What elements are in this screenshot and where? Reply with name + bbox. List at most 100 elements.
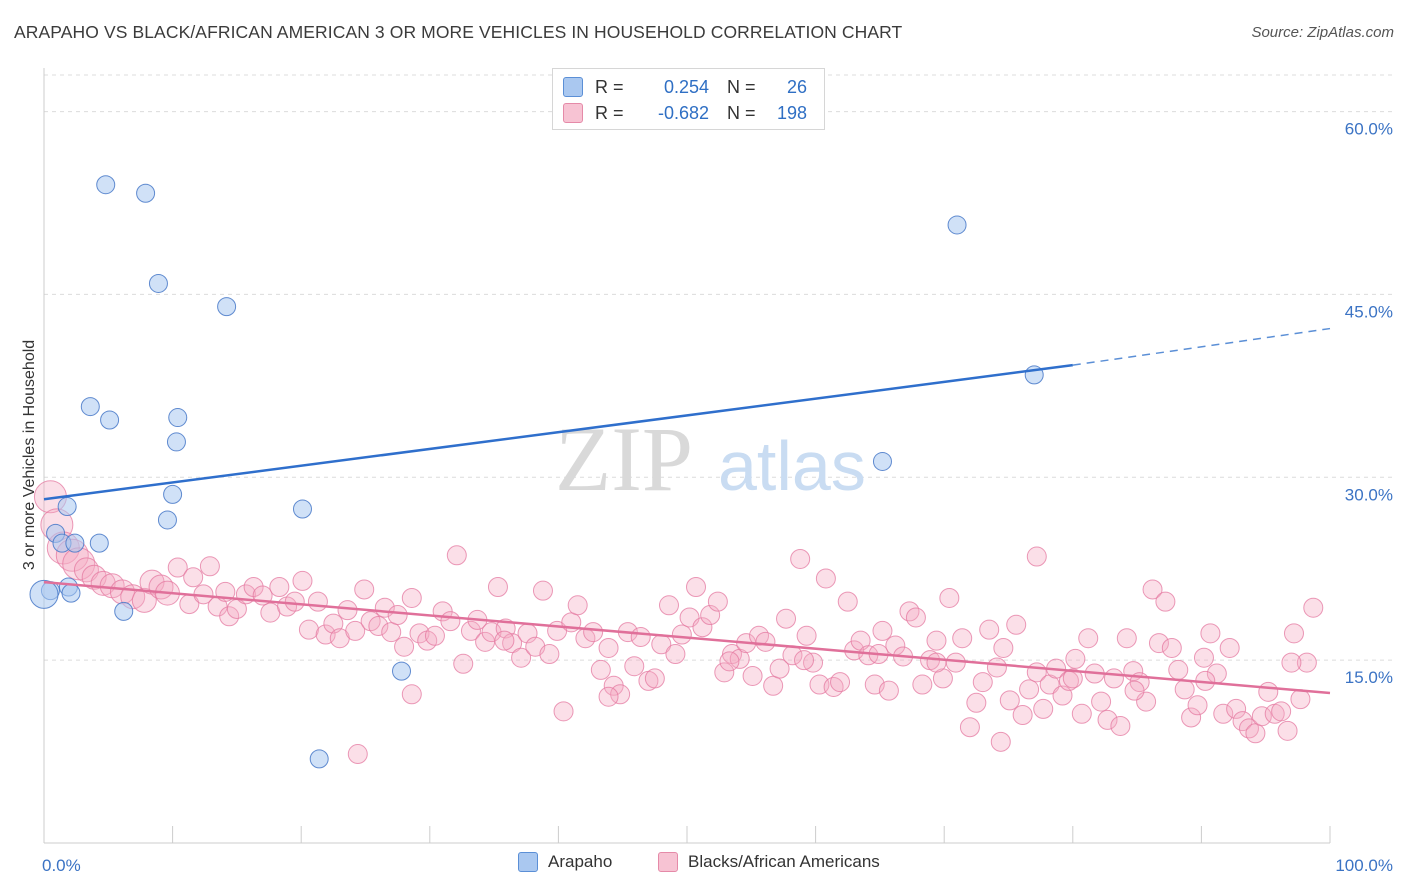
data-point-arapaho bbox=[217, 297, 237, 317]
data-point-blacks bbox=[1277, 720, 1298, 741]
data-point-blacks bbox=[598, 637, 619, 658]
data-point-blacks bbox=[1251, 706, 1272, 727]
data-point-blacks bbox=[742, 665, 763, 686]
data-point-blacks bbox=[1161, 637, 1182, 658]
data-point-blacks bbox=[183, 567, 204, 588]
data-point-blacks bbox=[830, 672, 851, 693]
data-point-blacks bbox=[671, 624, 692, 645]
r-label: R = bbox=[595, 102, 624, 123]
data-point-blacks bbox=[553, 701, 574, 722]
data-point-blacks bbox=[1065, 648, 1086, 669]
data-point-blacks bbox=[665, 644, 686, 665]
data-point-arapaho bbox=[61, 583, 81, 603]
data-point-blacks bbox=[1142, 579, 1163, 600]
data-point-blacks bbox=[1124, 680, 1145, 701]
data-point-arapaho bbox=[100, 410, 120, 430]
data-point-blacks bbox=[1303, 597, 1324, 618]
n-label: N = bbox=[727, 102, 756, 123]
data-point-blacks bbox=[990, 731, 1011, 752]
data-point-blacks bbox=[487, 577, 508, 597]
data-point-blacks bbox=[658, 595, 679, 616]
data-point-blacks bbox=[1245, 723, 1266, 744]
data-point-blacks bbox=[307, 591, 328, 612]
data-point-blacks bbox=[939, 587, 960, 608]
data-point-blacks bbox=[368, 616, 389, 637]
data-point-blacks bbox=[993, 637, 1014, 658]
data-point-blacks bbox=[905, 607, 926, 628]
source-label: Source: ZipAtlas.com bbox=[1251, 24, 1394, 41]
data-point-blacks bbox=[1226, 698, 1247, 719]
data-point-blacks bbox=[1258, 681, 1279, 702]
data-point-blacks bbox=[837, 591, 858, 612]
chart-title: ARAPAHO VS BLACK/AFRICAN AMERICAN 3 OR M… bbox=[14, 22, 903, 42]
data-point-arapaho bbox=[947, 215, 967, 235]
n-value: 26 bbox=[786, 76, 807, 97]
data-point-blacks bbox=[502, 633, 523, 654]
data-point-blacks bbox=[707, 591, 728, 612]
data-point-arapaho bbox=[157, 510, 177, 530]
watermark-atlas: atlas bbox=[718, 427, 866, 505]
series-blacks bbox=[33, 480, 1324, 765]
data-point-blacks bbox=[1116, 628, 1137, 649]
data-point-blacks bbox=[1193, 647, 1214, 668]
data-point-blacks bbox=[966, 692, 987, 713]
data-point-arapaho bbox=[114, 601, 134, 621]
y-tick-label: 45.0% bbox=[1345, 302, 1393, 321]
data-point-blacks bbox=[686, 577, 707, 597]
data-point-blacks bbox=[1091, 691, 1112, 712]
data-point-blacks bbox=[219, 606, 240, 627]
data-point-blacks bbox=[199, 556, 220, 577]
data-point-blacks bbox=[139, 569, 165, 595]
data-point-blacks bbox=[719, 651, 740, 672]
r-value: 0.254 bbox=[663, 76, 709, 97]
data-point-blacks bbox=[1071, 703, 1092, 724]
n-value: 198 bbox=[776, 102, 807, 123]
data-point-blacks bbox=[440, 611, 461, 632]
data-point-blacks bbox=[1078, 628, 1099, 649]
data-point-blacks bbox=[292, 570, 313, 591]
blacks-swatch bbox=[563, 103, 583, 123]
legend-label-blacks: Blacks/African Americans bbox=[688, 852, 880, 871]
data-point-blacks bbox=[1213, 703, 1234, 724]
data-point-blacks bbox=[979, 619, 1000, 640]
data-point-blacks bbox=[794, 650, 815, 671]
data-point-arapaho bbox=[57, 497, 77, 517]
legend-label-arapaho: Arapaho bbox=[548, 852, 613, 871]
legend-item-arapaho[interactable]: Arapaho bbox=[518, 852, 612, 872]
data-point-blacks bbox=[381, 622, 402, 643]
data-point-blacks bbox=[1187, 695, 1208, 716]
data-point-blacks bbox=[337, 600, 358, 621]
data-point-blacks bbox=[972, 672, 993, 693]
x-tick-label-max: 100.0% bbox=[1335, 856, 1393, 875]
trend-lines bbox=[43, 327, 1331, 695]
data-point-blacks bbox=[90, 570, 116, 596]
data-point-arapaho bbox=[309, 749, 329, 769]
data-point-blacks bbox=[1155, 591, 1176, 612]
data-point-blacks bbox=[815, 568, 836, 589]
data-point-blacks bbox=[952, 628, 973, 649]
legend-item-blacks[interactable]: Blacks/African Americans bbox=[658, 852, 880, 872]
data-point-blacks bbox=[494, 630, 515, 651]
bottom-legend: Arapaho Blacks/African Americans bbox=[0, 850, 1406, 880]
data-point-blacks bbox=[73, 557, 99, 583]
data-point-blacks bbox=[460, 620, 481, 641]
data-point-blacks bbox=[1097, 709, 1118, 730]
data-point-blacks bbox=[446, 545, 467, 566]
data-point-blacks bbox=[692, 617, 713, 638]
data-point-blacks bbox=[912, 674, 933, 695]
data-point-blacks bbox=[1019, 679, 1040, 700]
data-point-blacks bbox=[511, 647, 532, 668]
y-tick-label: 30.0% bbox=[1345, 485, 1393, 504]
data-point-blacks bbox=[1281, 652, 1302, 673]
data-point-arapaho bbox=[96, 175, 116, 195]
data-point-blacks bbox=[567, 595, 588, 616]
data-point-blacks bbox=[1006, 614, 1027, 635]
y-tick-label: 15.0% bbox=[1345, 668, 1393, 687]
data-point-blacks bbox=[1296, 652, 1317, 673]
data-point-blacks bbox=[1181, 707, 1202, 728]
data-point-blacks bbox=[539, 644, 560, 665]
data-point-blacks bbox=[1174, 679, 1195, 700]
data-point-blacks bbox=[347, 744, 368, 765]
data-point-blacks bbox=[284, 591, 305, 612]
